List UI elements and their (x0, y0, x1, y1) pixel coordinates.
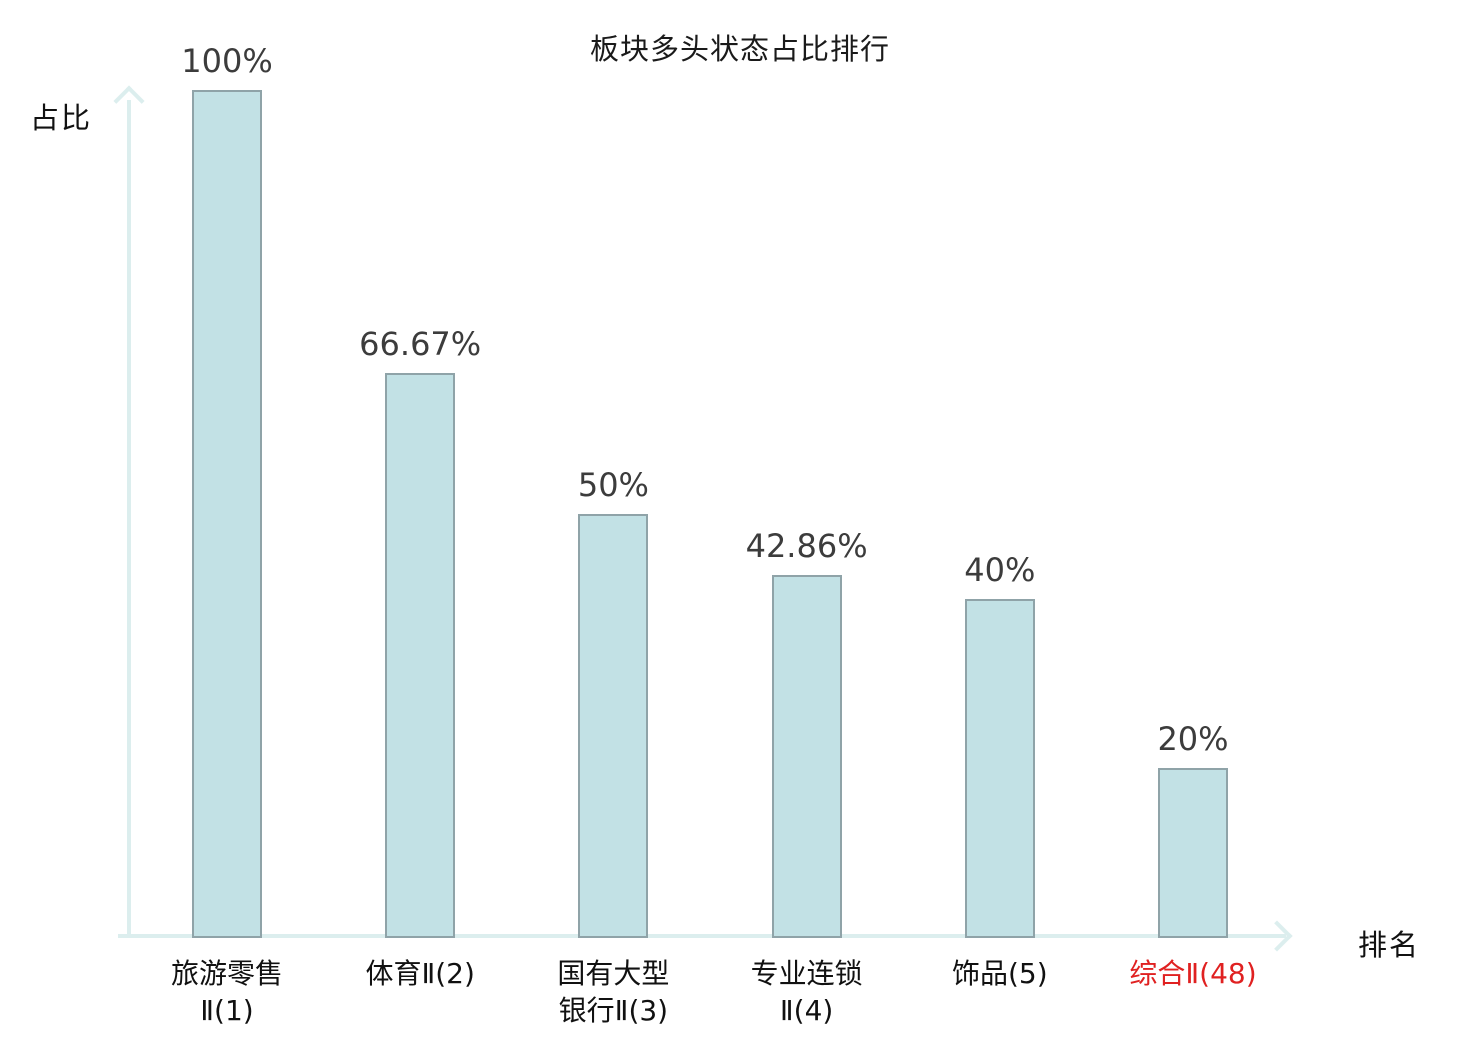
bar-category-label: 专业连锁 Ⅱ(4) (750, 957, 863, 1027)
bar-category-label: 旅游零售 Ⅱ(1) (170, 957, 283, 1027)
bar (771, 574, 842, 938)
bar-value-label: 40% (964, 550, 1036, 589)
bar-value-label: 42.86% (745, 526, 868, 565)
bar-category-label: 国有大型 银行Ⅱ(3) (557, 957, 670, 1027)
chart-title: 板块多头状态占比排行 (589, 32, 890, 66)
bar (192, 90, 262, 938)
bar (964, 598, 1035, 938)
bar-value-label: 50% (577, 466, 649, 504)
bar-value-label: 100% (181, 42, 273, 80)
x-axis-label: 排名 (1358, 928, 1421, 962)
bar (1158, 768, 1228, 938)
bar (385, 372, 456, 938)
x-axis-line (118, 934, 1286, 938)
bar-category-label: 综合Ⅱ(48) (1129, 957, 1257, 990)
bar (578, 514, 649, 938)
bar-value-label: 20% (1157, 720, 1229, 759)
x-axis-arrow-icon (1261, 920, 1293, 952)
bar-category-label: 饰品(5) (951, 957, 1048, 990)
y-axis-label: 占比 (30, 101, 93, 135)
bar-value-label: 66.67% (359, 324, 482, 363)
y-axis-line (127, 100, 131, 938)
y-axis-arrow-icon (113, 85, 145, 117)
bar-category-label: 体育Ⅱ(2) (365, 957, 475, 990)
